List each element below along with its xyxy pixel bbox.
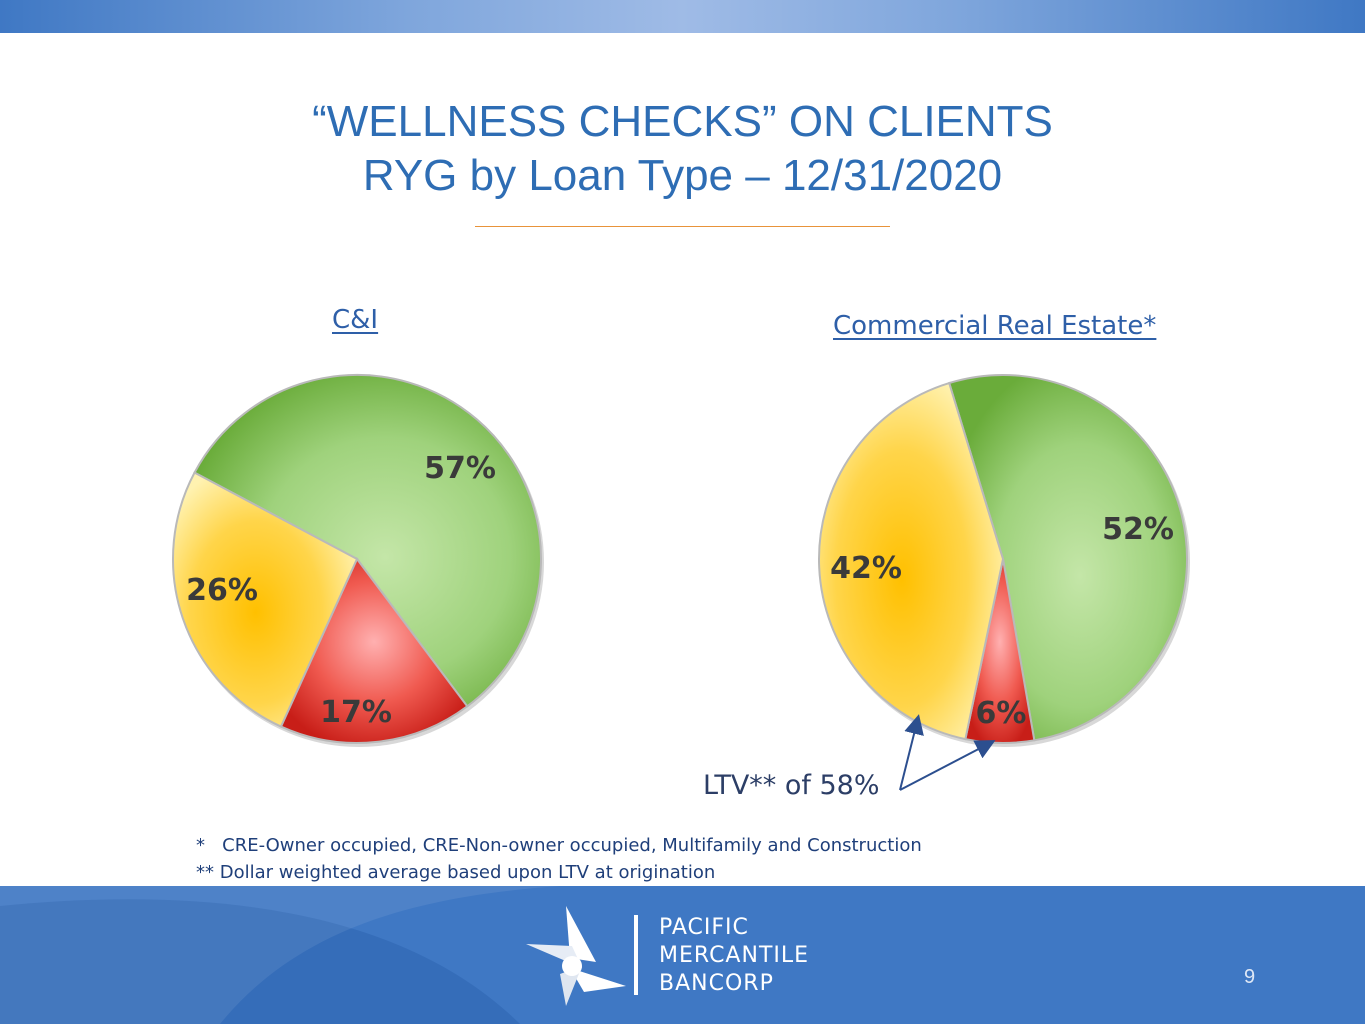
logo-text-line1: PACIFIC — [659, 915, 749, 940]
page-subtitle: RYG by Loan Type – 12/31/2020 — [362, 151, 1003, 200]
ci-chart-title: C&I — [332, 305, 379, 335]
slice-label-green: 57% — [424, 451, 496, 486]
logo-text-line3: BANCORP — [659, 971, 774, 996]
slice-label-red: 6% — [976, 696, 1027, 731]
ltv-annotation: LTV** of 58% — [703, 770, 880, 801]
pie-slice-yellow — [172, 471, 359, 728]
logo-text-line2: MERCANTILE — [659, 943, 810, 968]
top-banner — [0, 0, 1365, 33]
pie-charts: 57% 17% 26% 52% 6% 42% — [172, 374, 1190, 791]
cre-chart-title: Commercial Real Estate* — [833, 311, 1157, 341]
bank-logo-mark — [526, 906, 626, 1006]
footer-band — [0, 886, 1365, 1024]
cre-pie: 52% 6% 42% — [818, 374, 1190, 747]
pie-slice-green — [193, 374, 542, 708]
pie-slice-red — [279, 557, 469, 744]
footnote-2: ** Dollar weighted average based upon LT… — [196, 862, 716, 883]
slice-label-red: 17% — [320, 695, 392, 730]
slice-label-green: 52% — [1102, 512, 1174, 547]
page-number: 9 — [1244, 966, 1256, 988]
pie-slice-green — [947, 374, 1188, 742]
ltv-arrow-red — [899, 740, 996, 791]
ltv-arrow-yellow — [899, 714, 924, 791]
page-title: “WELLNESS CHECKS” ON CLIENTS — [312, 97, 1053, 146]
logo-divider — [634, 915, 638, 995]
ci-pie: 57% 17% 26% — [172, 374, 544, 747]
slice-label-yellow: 42% — [830, 551, 902, 586]
slice-label-yellow: 26% — [186, 573, 258, 608]
footnote-1: * CRE-Owner occupied, CRE-Non-owner occu… — [196, 835, 922, 856]
title-divider — [475, 226, 890, 227]
